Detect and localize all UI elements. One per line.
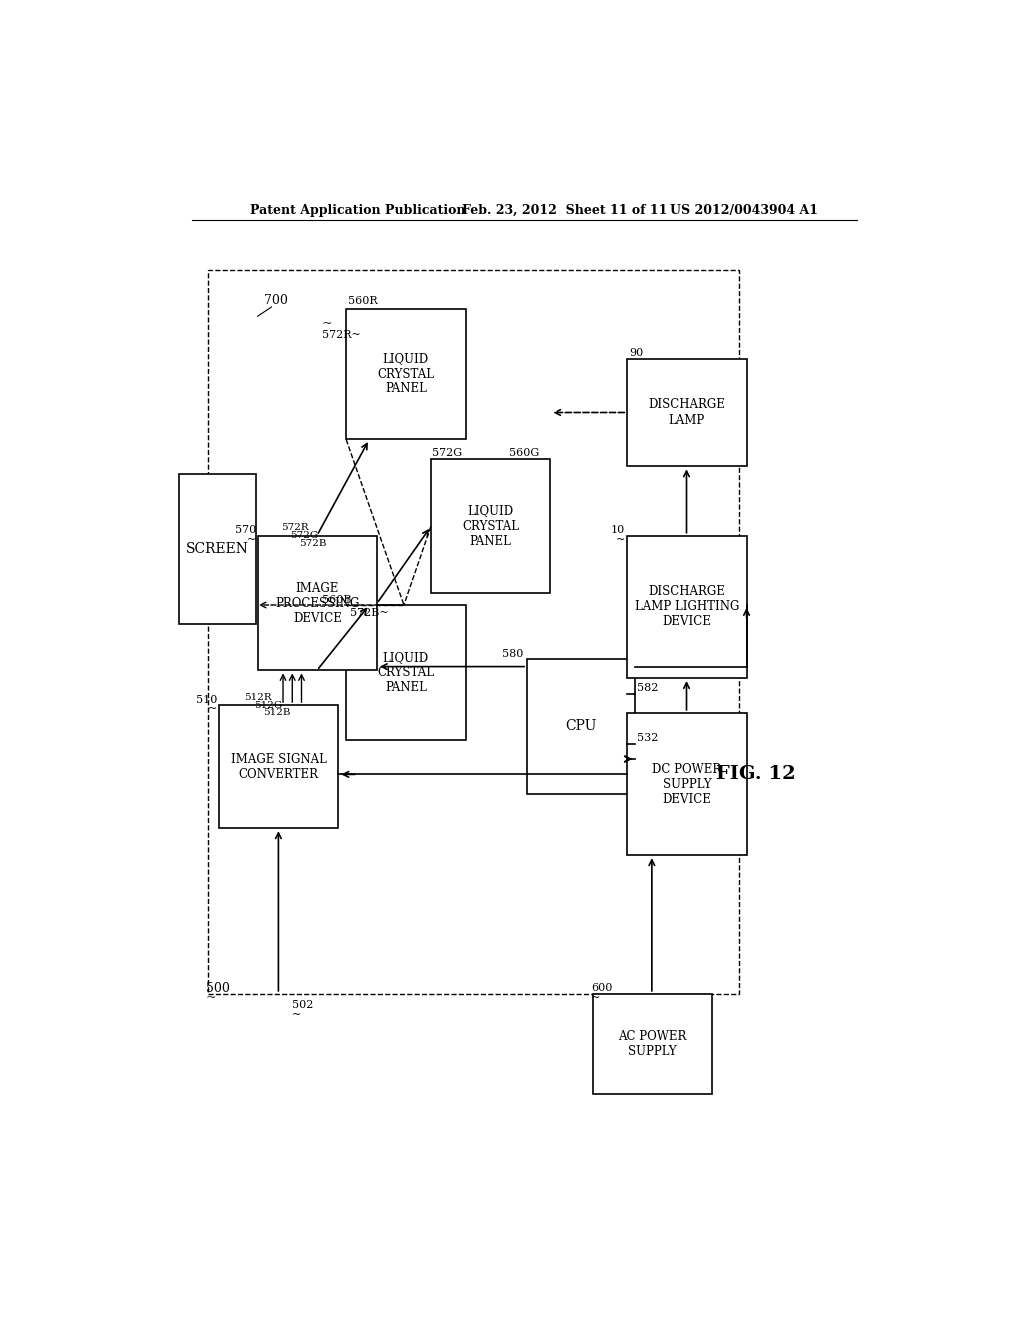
Text: 560B: 560B — [322, 594, 351, 605]
Text: ~: ~ — [591, 993, 600, 1003]
Bar — [628, 536, 746, 678]
Text: AC POWER
SUPPLY: AC POWER SUPPLY — [618, 1030, 686, 1057]
Text: ~: ~ — [615, 535, 625, 545]
Text: DISCHARGE
LAMP LIGHTING
DEVICE: DISCHARGE LAMP LIGHTING DEVICE — [635, 586, 739, 628]
Text: 700: 700 — [264, 294, 288, 308]
Text: 572G: 572G — [290, 531, 318, 540]
Text: 512R: 512R — [245, 693, 272, 702]
Text: IMAGE SIGNAL
CONVERTER: IMAGE SIGNAL CONVERTER — [230, 752, 327, 780]
Text: 560R: 560R — [348, 296, 378, 306]
Text: 532: 532 — [637, 733, 658, 743]
Text: 10: 10 — [610, 525, 625, 536]
Text: LIQUID
CRYSTAL
PANEL: LIQUID CRYSTAL PANEL — [462, 504, 519, 548]
Text: SCREEN: SCREEN — [186, 543, 249, 556]
Bar — [346, 309, 466, 440]
Text: FIG. 12: FIG. 12 — [716, 766, 796, 783]
Bar — [346, 605, 466, 739]
Text: 502: 502 — [292, 1001, 313, 1010]
Text: ~: ~ — [206, 991, 216, 1005]
Text: 570: 570 — [234, 525, 256, 536]
Text: IMAGE
PROCESSING
DEVICE: IMAGE PROCESSING DEVICE — [275, 582, 359, 624]
Text: LIQUID
CRYSTAL
PANEL: LIQUID CRYSTAL PANEL — [377, 651, 434, 694]
Text: 572R: 572R — [281, 524, 308, 532]
Text: DC POWER
SUPPLY
DEVICE: DC POWER SUPPLY DEVICE — [652, 763, 722, 805]
Text: 572B~: 572B~ — [350, 607, 389, 618]
Text: ~: ~ — [247, 535, 256, 545]
Text: ~: ~ — [322, 317, 332, 330]
Text: 510: 510 — [197, 694, 217, 705]
Text: 512B: 512B — [263, 709, 291, 717]
Text: ~: ~ — [292, 1010, 301, 1019]
Bar — [628, 713, 746, 855]
Text: 560G: 560G — [509, 449, 540, 458]
Bar — [628, 359, 746, 466]
Text: 572B: 572B — [299, 539, 327, 548]
Bar — [258, 536, 377, 671]
Text: 512G: 512G — [254, 701, 282, 710]
Text: Patent Application Publication: Patent Application Publication — [250, 205, 466, 218]
Text: 600: 600 — [591, 983, 612, 994]
Text: 572R~: 572R~ — [322, 330, 360, 341]
Text: 582: 582 — [637, 684, 658, 693]
Text: 500: 500 — [206, 982, 230, 995]
Bar — [593, 994, 712, 1094]
Bar — [219, 705, 339, 829]
Text: Feb. 23, 2012  Sheet 11 of 11: Feb. 23, 2012 Sheet 11 of 11 — [462, 205, 667, 218]
Text: DISCHARGE
LAMP: DISCHARGE LAMP — [648, 399, 725, 426]
Bar — [208, 271, 739, 994]
Text: US 2012/0043904 A1: US 2012/0043904 A1 — [670, 205, 817, 218]
Text: LIQUID
CRYSTAL
PANEL: LIQUID CRYSTAL PANEL — [377, 352, 434, 396]
Text: 580: 580 — [502, 648, 523, 659]
Bar — [179, 474, 256, 624]
Text: 90: 90 — [630, 348, 644, 358]
Text: CPU: CPU — [565, 719, 597, 734]
Text: 572G: 572G — [432, 449, 463, 458]
Bar — [527, 659, 635, 793]
Text: ~: ~ — [208, 704, 217, 714]
Bar — [431, 459, 550, 594]
